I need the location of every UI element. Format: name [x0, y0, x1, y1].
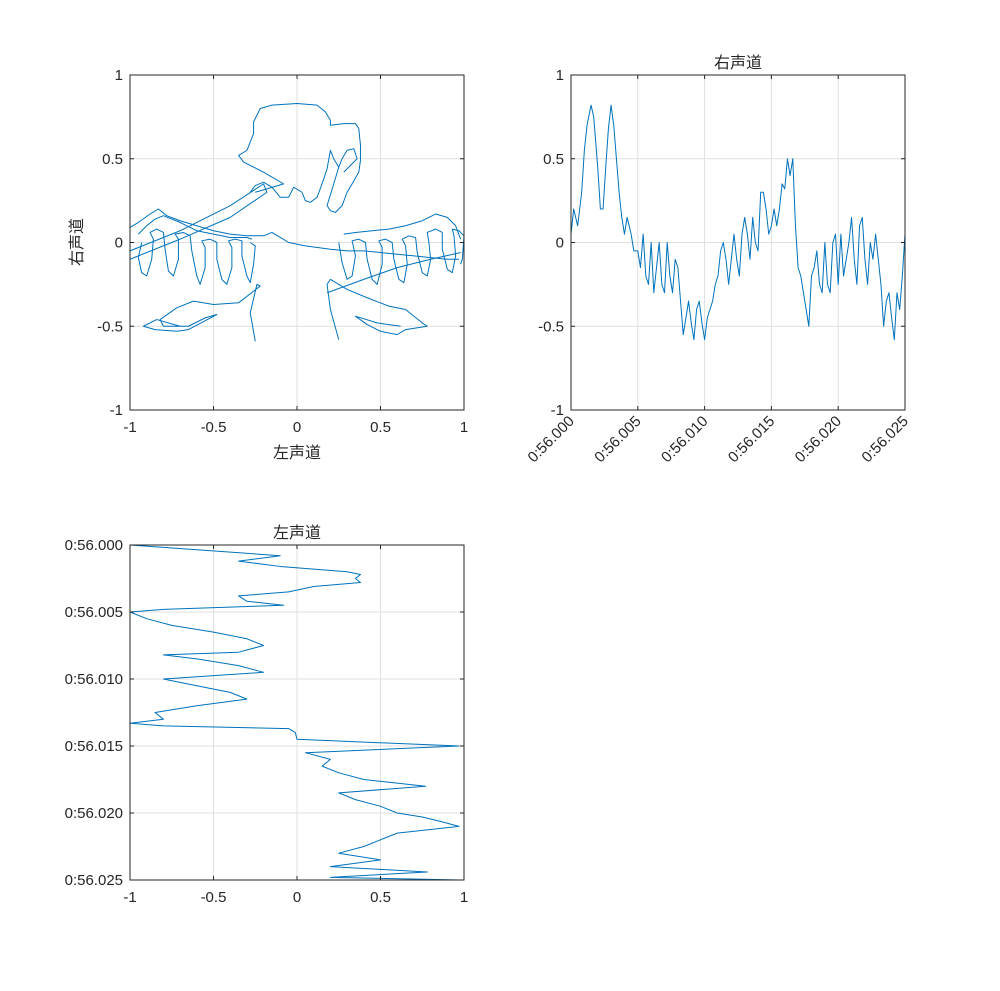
right-channel-y-tick-labels: -1 -0.5 0 0.5 1: [538, 67, 564, 419]
left-channel-ticks: [129, 544, 465, 881]
left-channel-y-tick-labels: 0:56.000 0:56.005 0:56.010 0:56.015 0:56.020…: [65, 537, 123, 889]
x-tick-label: -1: [123, 889, 136, 906]
y-tick-label: 0:56.000: [65, 537, 123, 554]
right-channel-axes: 0:56.000 0:56.005 0:56.010 0:56.015 0:56.020…: [525, 53, 912, 466]
y-tick-label: 0:56.010: [65, 671, 123, 688]
right-channel-plot: [570, 104, 906, 341]
y-tick-label: -1: [551, 402, 564, 419]
x-tick-label: 0.5: [370, 419, 391, 436]
left-channel-title: 左声道: [273, 523, 321, 542]
y-tick-label: -1: [110, 402, 123, 419]
lissajous-series-line-8: [343, 213, 462, 240]
lissajous-series-line-4: [129, 208, 459, 260]
y-tick-label: -0.5: [97, 318, 123, 335]
x-tick-label: -0.5: [201, 889, 227, 906]
y-tick-label: 0: [115, 235, 123, 252]
right-channel-title: 右声道: [714, 53, 762, 72]
y-tick-label: 0:56.020: [65, 805, 123, 822]
y-tick-label: 1: [556, 67, 564, 84]
left-channel-x-tick-labels: -1 -0.5 0 0.5 1: [123, 889, 468, 906]
lissajous-series-line-10: [326, 252, 461, 294]
x-tick-label: 0: [293, 419, 301, 436]
x-tick-label: 0.5: [370, 889, 391, 906]
right-channel-ticks: [570, 74, 906, 411]
lissajous-ticks: [129, 74, 465, 411]
lissajous-series-line-9: [129, 183, 268, 260]
lissajous-axes: -1 -0.5 0 0.5 1 -1 -0.5 0 0.5 1 左声道 右声道: [67, 67, 468, 462]
lissajous-series-line-2: [238, 102, 361, 213]
y-tick-label: 0:56.005: [65, 604, 123, 621]
left-channel-series-line: [129, 544, 461, 881]
y-tick-label: 0.5: [102, 151, 123, 168]
x-tick-label: -0.5: [201, 419, 227, 436]
lissajous-y-axis-label: 右声道: [67, 218, 86, 266]
left-channel-plot: [129, 544, 461, 881]
lissajous-x-tick-labels: -1 -0.5 0 0.5 1: [123, 419, 468, 436]
lissajous-y-tick-labels: -1 -0.5 0 0.5 1: [97, 67, 123, 419]
y-tick-label: -0.5: [538, 318, 564, 335]
x-tick-label: 0: [293, 889, 301, 906]
y-tick-label: 1: [115, 67, 123, 84]
lissajous-series-line-0: [142, 283, 261, 342]
y-tick-label: 0: [556, 235, 564, 252]
lissajous-series-line-3: [338, 148, 358, 173]
left-channel-axes: -1 -0.5 0 0.5 1 0:56.0000:56.0050:56.0100:56…: [65, 523, 469, 906]
y-tick-label: 0:56.015: [65, 738, 123, 755]
x-tick-label: 1: [460, 419, 468, 436]
lissajous-series-line-5: [137, 228, 256, 285]
lissajous-plot: [129, 102, 465, 342]
x-tick-label: -1: [123, 419, 136, 436]
x-tick-label: 1: [460, 889, 468, 906]
lissajous-series-line-7: [338, 228, 465, 285]
right-channel-series-line: [570, 104, 906, 341]
y-tick-label: 0:56.025: [65, 872, 123, 889]
y-tick-label: 0.5: [543, 151, 564, 168]
lissajous-series-line-1: [326, 278, 428, 340]
lissajous-x-axis-label: 左声道: [273, 443, 321, 462]
